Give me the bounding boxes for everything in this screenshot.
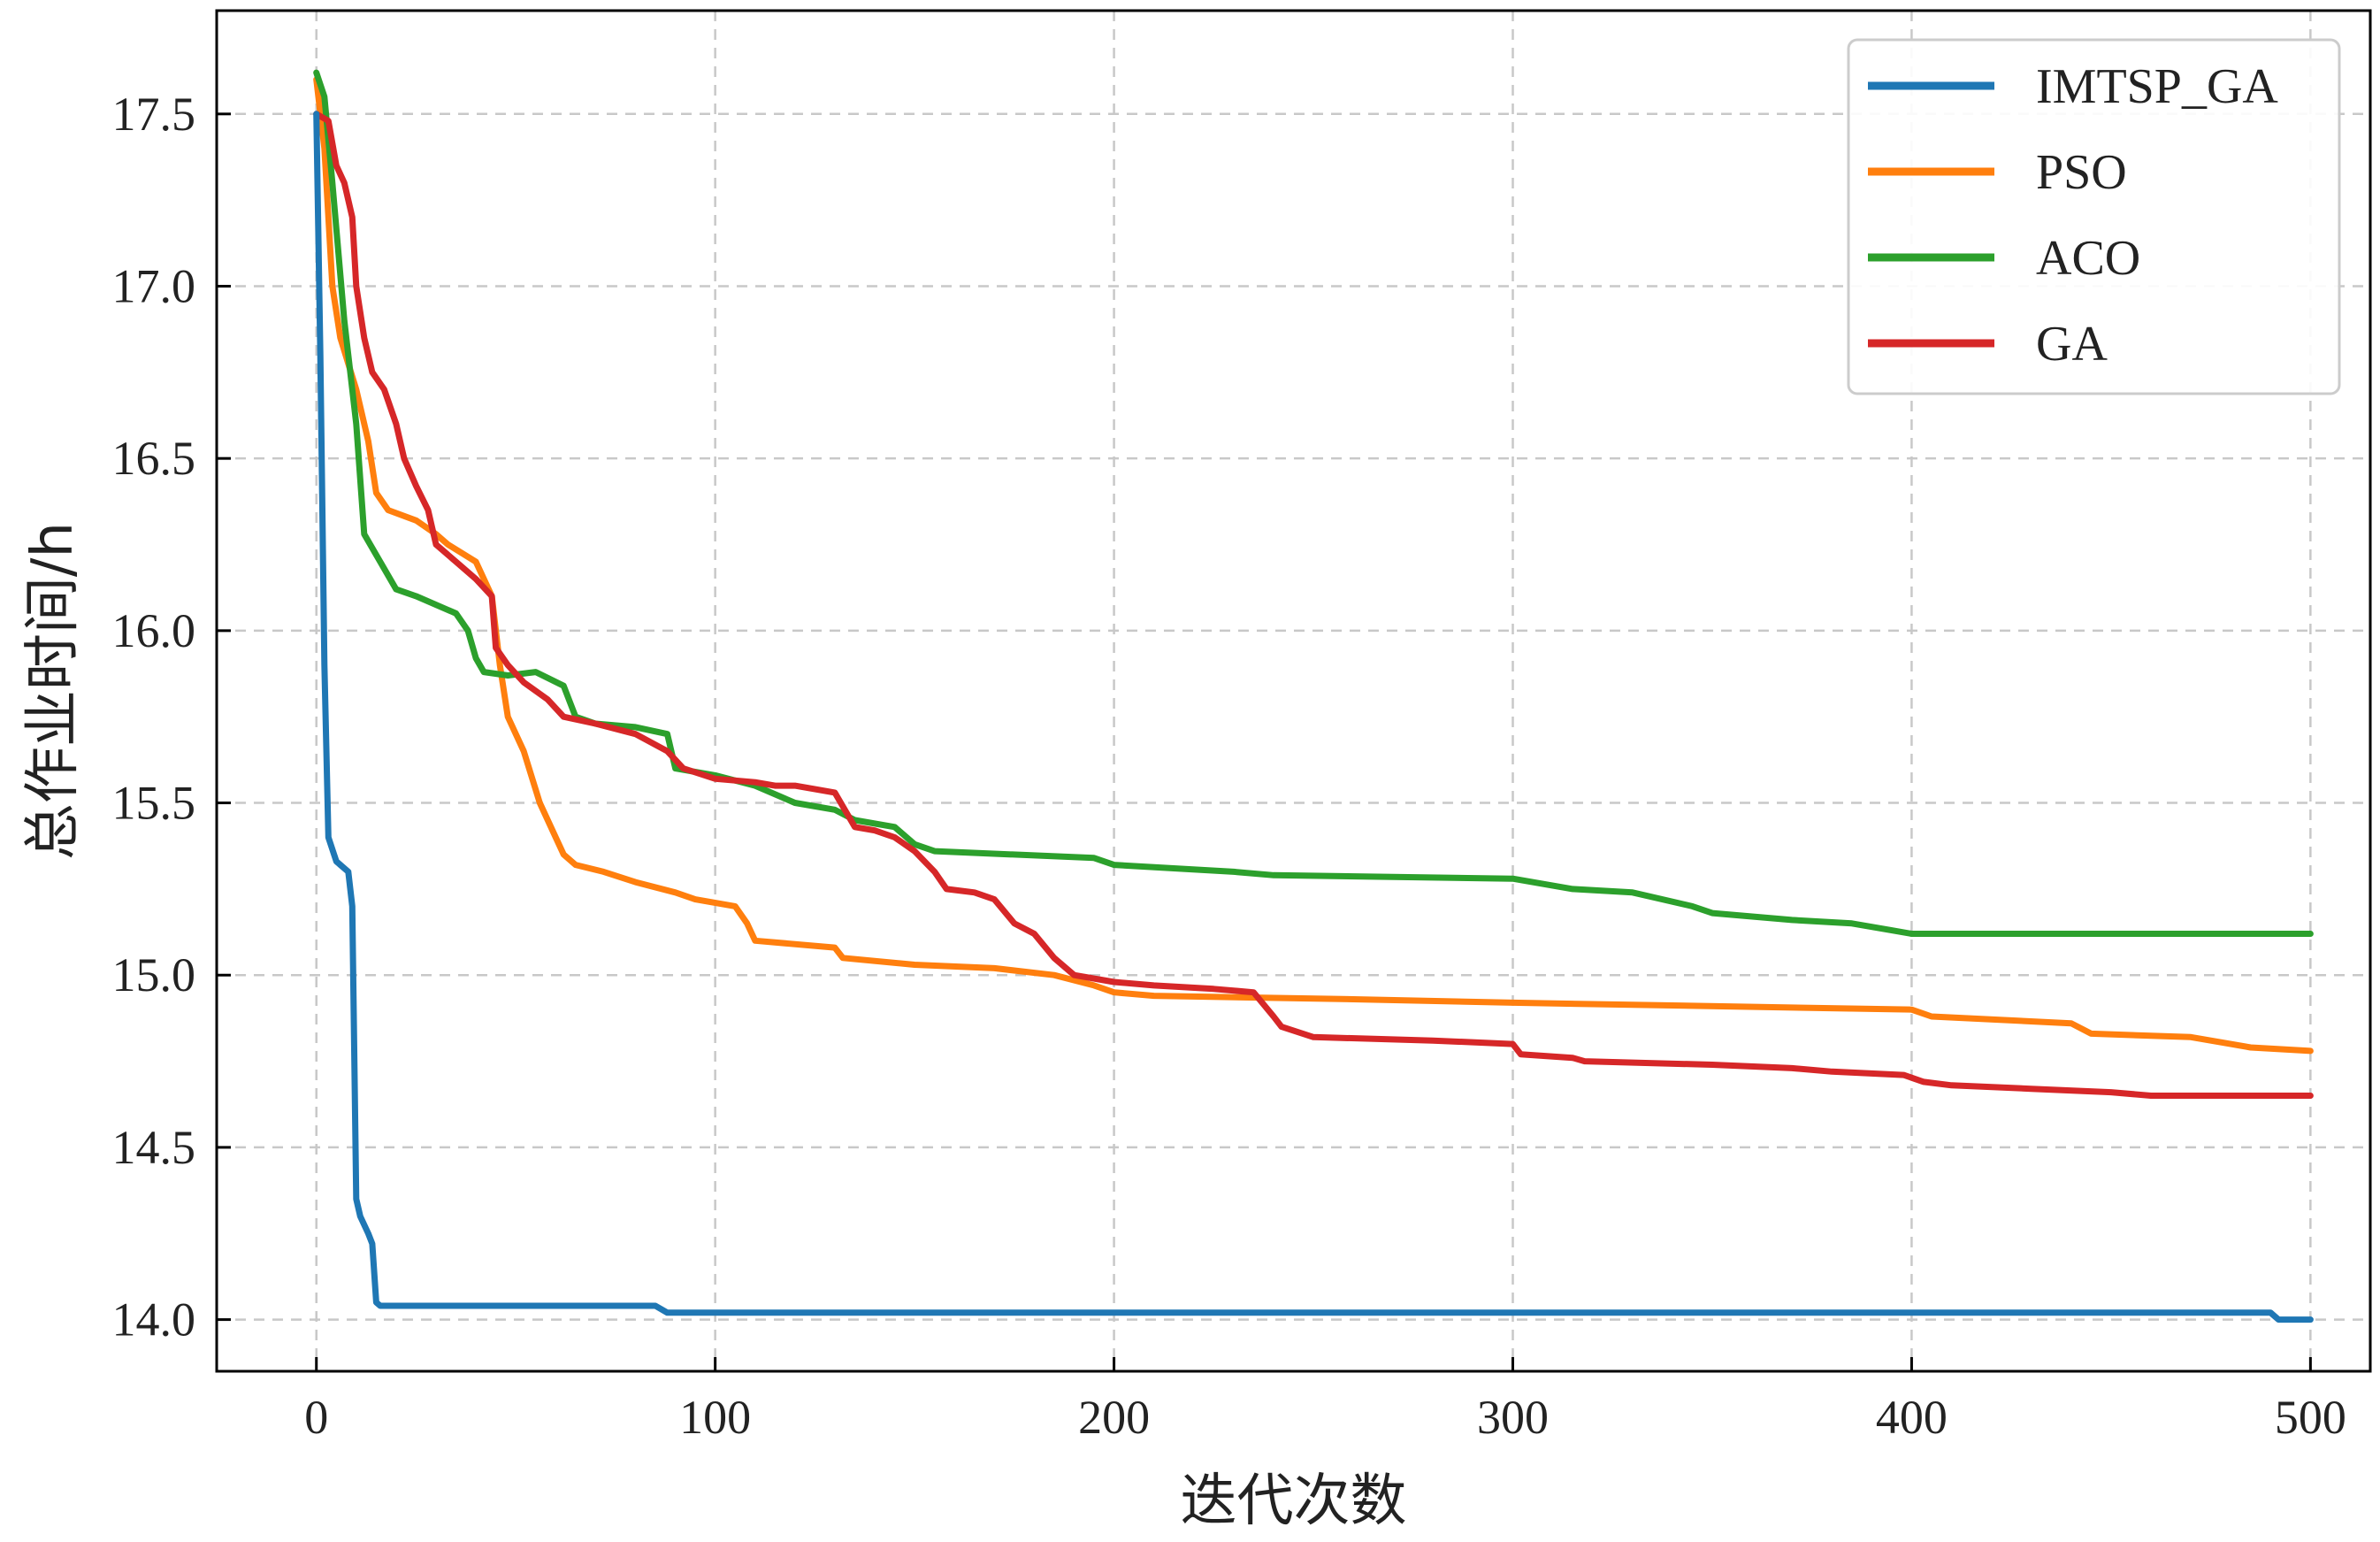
legend-label-imtsp-ga: IMTSP_GA [2036,59,2278,114]
series-line-ga [313,111,2314,1099]
x-tick-label: 300 [1477,1391,1549,1444]
y-axis-title: 总作业时间/h [20,522,86,860]
legend: IMTSP_GA PSO ACO GA [1847,38,2341,395]
legend-label-pso: PSO [2036,145,2127,200]
y-tick-label: 17.0 [112,259,196,312]
legend-label-aco: ACO [2036,231,2140,286]
tick-labels: 0 100 200 300 400 500 14.0 14.5 15.0 15.5 16.0 16.5… [112,88,2346,1444]
y-tick-label: 15.0 [112,948,196,1001]
series-line-pso [313,76,2314,1055]
x-tick-label: 200 [1078,1391,1150,1444]
x-tick-label: 100 [679,1391,751,1444]
y-tick-label: 16.5 [112,432,196,485]
legend-box [1847,38,2341,395]
series-line-aco [313,69,2314,937]
x-tick-label: 400 [1876,1391,1948,1444]
grid [217,11,2370,1371]
series-line-imtsp-ga [313,111,2314,1323]
y-tick-label: 16.0 [112,604,196,657]
legend-label-ga: GA [2036,317,2108,372]
y-tick-label: 17.5 [112,88,196,141]
y-tick-label: 14.0 [112,1293,196,1346]
x-tick-label: 500 [2275,1391,2346,1444]
x-tick-label: 0 [304,1391,328,1444]
y-tick-label: 15.5 [112,777,196,830]
plot-frame [215,9,2372,1373]
series-lines [313,69,2314,1323]
x-axis-title: 迭代次数 [1181,1469,1407,1534]
axis-ticks [217,112,2312,1371]
y-tick-label: 14.5 [112,1121,196,1174]
